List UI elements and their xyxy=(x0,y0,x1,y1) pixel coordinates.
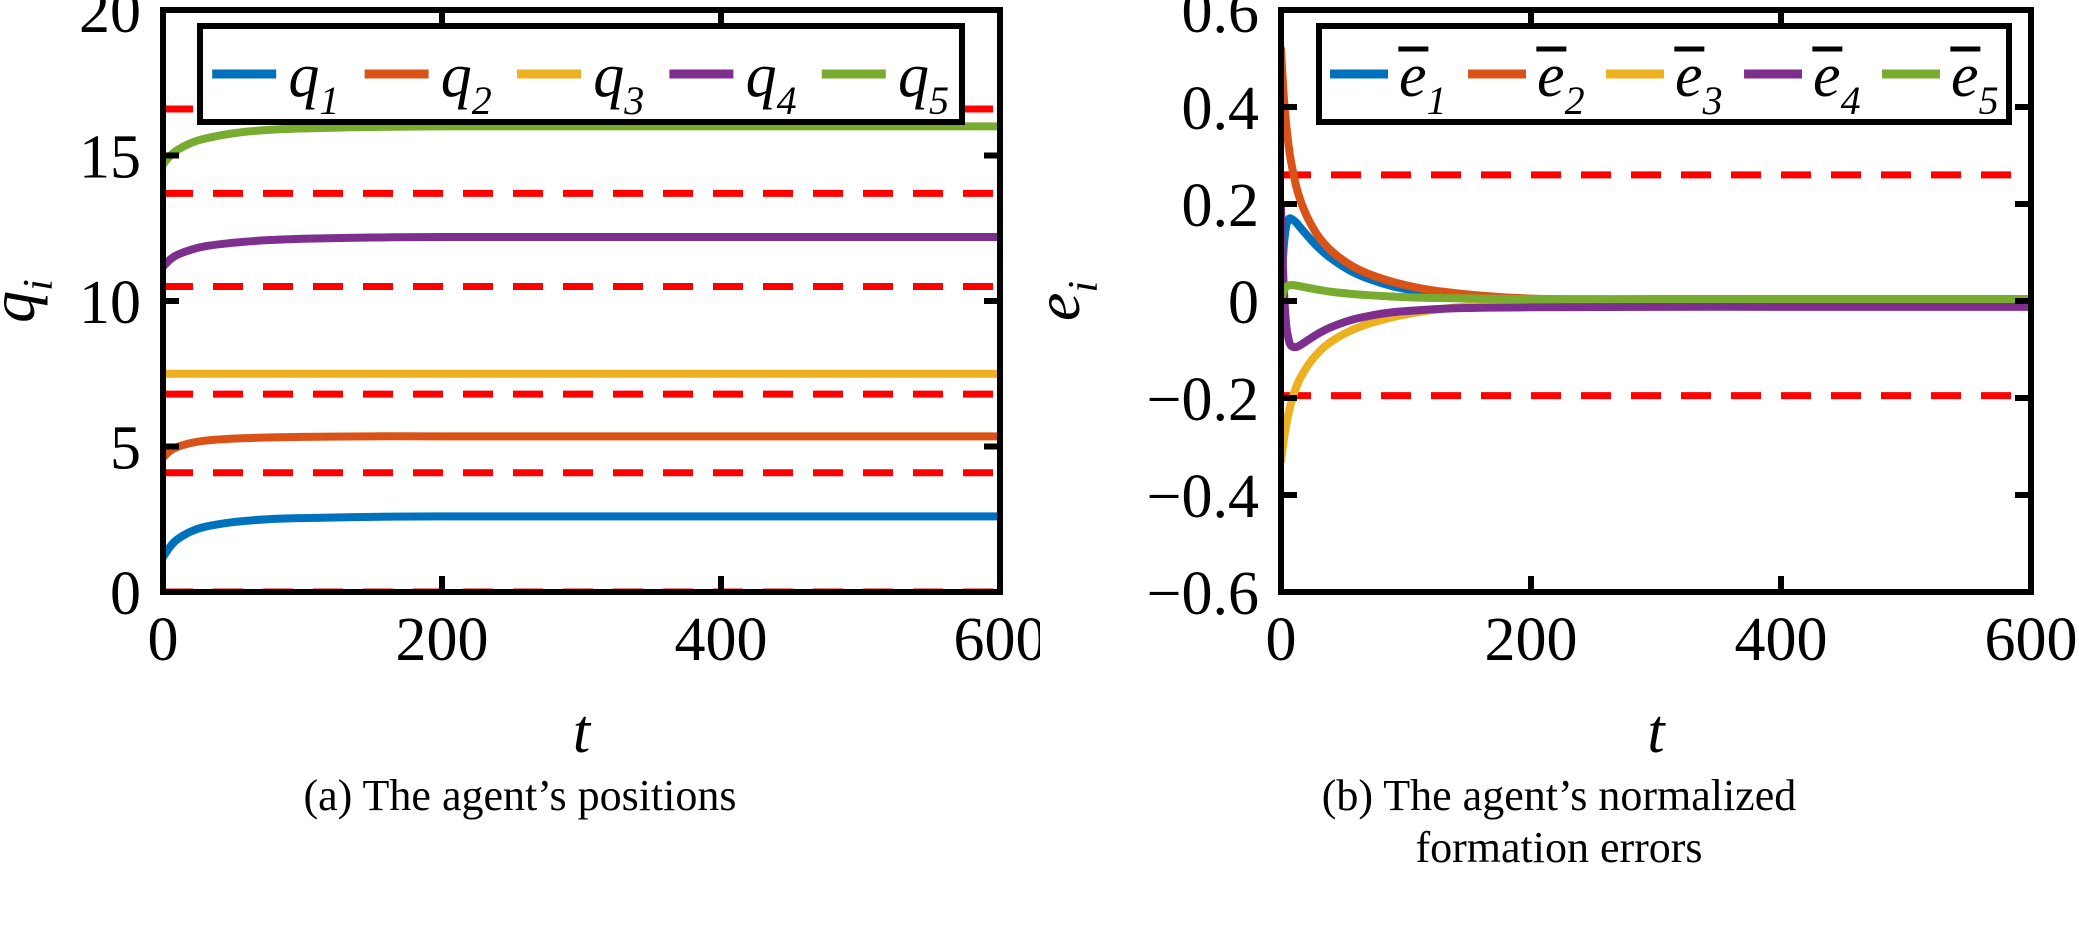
xtick-label-2: 400 xyxy=(1735,606,1828,674)
ytick-label-0: 0.6 xyxy=(1182,0,1260,46)
plot-a: 0 200 400 600 0 5 10 15 20 t qi q1 q2 q3 q4 q5 xyxy=(0,0,1040,760)
legend-item-q5[interactable]: q5 xyxy=(821,42,949,123)
xtick-label-0: 0 xyxy=(1266,606,1297,674)
ytick-label-3: 15 xyxy=(79,124,141,192)
caption-a: (a) The agent’s positions xyxy=(0,770,1040,822)
ytick-label-2: 10 xyxy=(79,269,141,337)
legend-item-e1[interactable]: e1 xyxy=(1330,42,1447,123)
xtick-label-3: 600 xyxy=(954,606,1041,674)
caption-b-line-2: formation errors xyxy=(1415,822,1703,872)
x-axis-title: t xyxy=(1647,698,1666,760)
legend-label-e2: e2 xyxy=(1537,42,1585,123)
legend-item-e4[interactable]: e4 xyxy=(1744,42,1861,123)
legend-item-q4[interactable]: q4 xyxy=(669,42,797,123)
legend-item-e2[interactable]: e2 xyxy=(1468,42,1585,123)
ytick-label-4: −0.2 xyxy=(1147,366,1259,434)
chart-a-canvas: 0 200 400 600 0 5 10 15 20 t qi q1 q2 q3 q4 q5 xyxy=(0,0,1040,760)
xtick-label-2: 400 xyxy=(675,606,768,674)
legend-item-q2[interactable]: q2 xyxy=(364,42,492,123)
ytick-label-5: −0.4 xyxy=(1147,463,1259,531)
xtick-label-1: 200 xyxy=(1485,606,1578,674)
svg-text:qi: qi xyxy=(0,279,62,323)
plot-b: 0 200 400 600 0.6 0.4 0.2 0 −0.2 −0.4 −0.6 t ei e1 e2 e… xyxy=(1039,0,2079,760)
series-line-q5 xyxy=(163,122,1000,169)
legend-label-q2: q2 xyxy=(441,42,492,123)
legend-label-e1: e1 xyxy=(1399,42,1447,123)
xtick-label-1: 200 xyxy=(396,606,489,674)
legend-label-q4: q4 xyxy=(746,42,797,123)
legend-label-q3: q3 xyxy=(593,42,644,123)
legend-label-q1: q1 xyxy=(288,42,339,123)
ytick-label-3: 0 xyxy=(1228,269,1259,337)
legend-item-e3[interactable]: e3 xyxy=(1606,42,1723,123)
panel-b: 0 200 400 600 0.6 0.4 0.2 0 −0.2 −0.4 −0.6 t ei e1 e2 e… xyxy=(1039,0,2079,926)
y-axis-title: ei xyxy=(1039,281,1107,321)
series-line-q2 xyxy=(163,432,1000,462)
ytick-label-6: −0.6 xyxy=(1147,560,1259,628)
series-line-e1 xyxy=(1281,214,2031,306)
y-axis-title: qi xyxy=(0,279,62,323)
caption-a-line-1: (a) The agent’s positions xyxy=(303,771,737,820)
legend-item-q1[interactable]: q1 xyxy=(212,42,339,123)
legend-label-e4: e4 xyxy=(1813,42,1861,123)
xtick-label-0: 0 xyxy=(148,606,179,674)
x-axis-title: t xyxy=(573,698,592,760)
legend-item-e5[interactable]: e5 xyxy=(1882,42,1999,123)
ytick-label-1: 5 xyxy=(110,415,141,483)
series-line-e5 xyxy=(1281,280,2031,305)
series-line-q1 xyxy=(163,512,1000,562)
caption-b: (b) The agent’s normalized formation err… xyxy=(1039,770,2079,874)
ytick-label-2: 0.2 xyxy=(1182,172,1260,240)
legend-label-e3: e3 xyxy=(1675,42,1723,123)
caption-b-line-1: (b) The agent’s normalized xyxy=(1321,771,1797,820)
svg-text:ei: ei xyxy=(1039,281,1107,321)
ytick-label-0: 0 xyxy=(110,560,141,628)
series-line-e3 xyxy=(1281,296,2031,466)
chart-b-canvas: 0 200 400 600 0.6 0.4 0.2 0 −0.2 −0.4 −0.6 t ei e1 e2 e… xyxy=(1039,0,2078,760)
legend-label-q5: q5 xyxy=(898,42,949,123)
panel-a: 0 200 400 600 0 5 10 15 20 t qi q1 q2 q3 q4 q5 (a) The … xyxy=(0,0,1040,822)
legend-item-q3[interactable]: q3 xyxy=(516,42,644,123)
legend-label-e5: e5 xyxy=(1951,42,1999,123)
ytick-label-1: 0.4 xyxy=(1182,75,1260,143)
xtick-label-3: 600 xyxy=(1985,606,2078,674)
series-line-e4 xyxy=(1281,202,2031,352)
ytick-label-4: 20 xyxy=(79,0,141,46)
series-line-q4 xyxy=(163,232,1000,271)
